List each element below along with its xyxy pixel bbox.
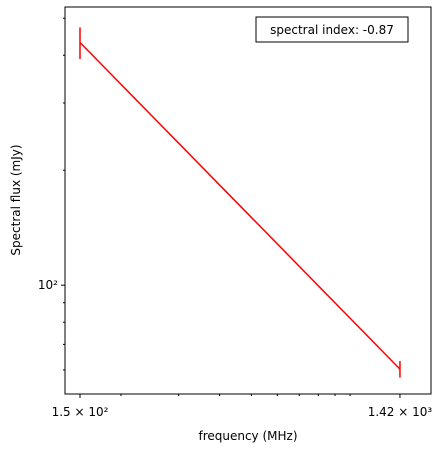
line — [79, 41, 401, 370]
y-tick-label: 10² — [38, 278, 58, 292]
x-tick-label: 1.5 × 10² — [52, 405, 109, 419]
x-axis-label: frequency (MHz) — [198, 429, 297, 443]
annotation: spectral index: -0.87 — [270, 23, 394, 37]
y-axis-label: Spectral flux (mJy) — [9, 144, 23, 255]
x-tick-label: 1.42 × 10³ — [368, 405, 433, 419]
plot-frame — [64, 6, 432, 395]
annotation-box — [255, 16, 409, 43]
